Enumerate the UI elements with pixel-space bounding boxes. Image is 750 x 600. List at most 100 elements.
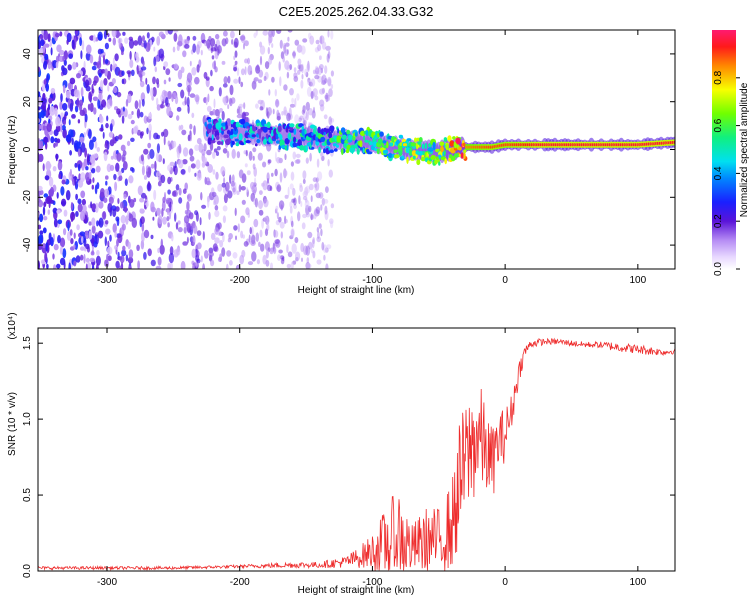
noise-blob [98,92,103,101]
noise-blob [131,167,135,173]
noise-blob [129,50,132,60]
noise-blob [267,159,272,164]
noise-blob [38,153,44,163]
noise-blob [98,217,104,228]
ridge-blob [336,135,342,143]
noise-blob [190,163,196,169]
noise-blob [80,190,86,199]
noise-blob [69,229,73,236]
noise-blob [86,153,90,164]
noise-blob [308,183,314,191]
noise-blob [91,225,96,234]
noise-blob [267,107,272,116]
ridge-blob [264,123,268,128]
noise-blob [137,260,140,269]
ridge-blob [318,146,321,154]
noise-blob [147,166,152,176]
noise-blob [208,211,211,220]
noise-blob [280,204,283,210]
noise-blob [104,142,108,149]
ridge-blob [337,128,340,134]
noise-blob [167,189,171,195]
ridge-blob [447,135,452,142]
noise-blob [38,96,43,106]
noise-blob [114,231,118,238]
noise-blob [97,98,101,109]
noise-blob [233,67,238,72]
ridge-blob [382,149,389,154]
noise-blob [307,60,310,71]
ridge-blob [458,146,462,151]
ridge-blob [218,128,222,134]
noise-blob [91,203,97,210]
noise-blob [91,65,97,71]
noise-blob [90,251,95,256]
noise-blob [257,79,263,84]
noise-blob [59,257,66,266]
noise-blob [320,204,323,211]
noise-blob [172,46,176,53]
noise-blob [287,30,293,33]
noise-blob [74,162,78,168]
ridge-blob [347,134,354,141]
noise-blob [308,32,312,39]
noise-blob [210,38,216,47]
noise-blob [87,262,92,269]
noise-blob [115,32,122,37]
ridge-blob [414,137,417,143]
noise-blob [251,226,254,236]
noise-blob [187,193,192,202]
noise-blob [59,246,63,255]
noise-blob [155,152,160,162]
noise-blob [314,208,318,216]
noise-blob [148,130,152,141]
noise-blob [88,171,92,180]
noise-blob [324,247,329,253]
noise-blob [96,220,99,227]
noise-blob [78,99,84,107]
noise-blob [203,157,208,165]
noise-blob [223,76,228,85]
x-tick-label: -100 [362,275,382,286]
ridge-blob [421,143,425,150]
noise-blob [252,155,255,161]
noise-blob [242,111,247,121]
ridge-blob [234,138,239,142]
noise-blob [310,214,315,220]
noise-blob [194,172,197,177]
ridge-blob [452,136,456,140]
noise-blob [48,118,51,125]
noise-blob [177,82,183,88]
ridge-blob [221,141,223,146]
noise-blob [284,153,287,160]
noise-blob [195,159,201,170]
noise-blob [232,252,238,259]
noise-blob [330,118,335,123]
noise-blob [276,116,281,121]
noise-blob [304,199,310,209]
noise-blob [290,161,294,167]
noise-blob [282,256,285,262]
noise-blob [319,55,322,60]
ridge-blob [215,122,222,130]
noise-blob [207,197,210,208]
noise-blob [310,91,315,99]
noise-blob [276,184,282,193]
noise-blob [239,35,246,41]
noise-blob [317,44,322,52]
noise-blob [178,197,183,204]
ridge-blob [204,121,207,127]
noise-blob [155,78,160,85]
colorbar-tick-label: 0.2 [713,214,724,228]
ridge-blob [364,139,369,143]
ridge-blob [418,151,424,156]
noise-blob [89,154,96,164]
noise-blob [93,107,97,115]
noise-blob [147,181,151,191]
ridge-blob [366,151,373,155]
noise-blob [268,36,271,46]
noise-blob [223,193,228,204]
y-tick-label: 40 [22,48,33,60]
noise-blob [100,69,106,74]
